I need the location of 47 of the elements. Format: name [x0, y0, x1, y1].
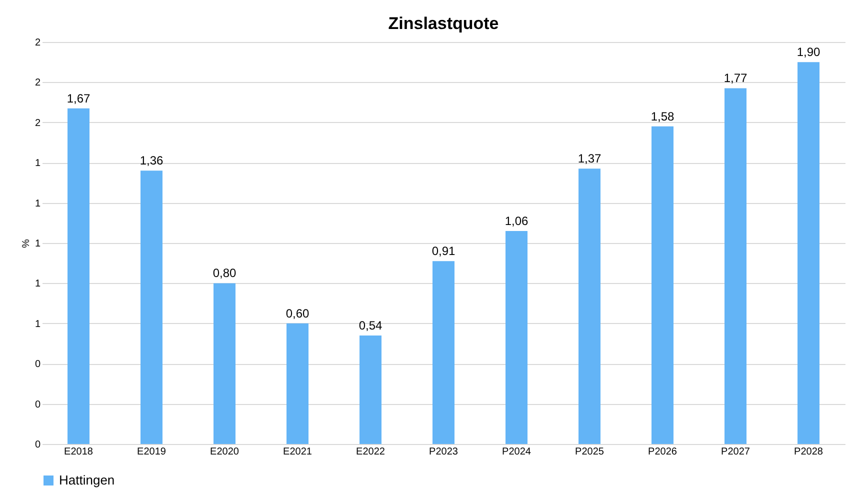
data-label: 1,37 — [578, 152, 602, 166]
data-label: 1,36 — [140, 154, 164, 168]
y-tick-label: 1 — [34, 238, 41, 250]
data-label: 0,91 — [432, 244, 456, 258]
bar — [724, 88, 746, 444]
y-tick-label: 2 — [34, 78, 41, 89]
y-axis-title: % — [20, 238, 32, 248]
y-tick-label: 1 — [34, 158, 41, 170]
x-tick-label: P2028 — [794, 446, 824, 458]
legend-label: Hattingen — [59, 472, 115, 488]
bar — [506, 230, 528, 444]
y-tick-label: 2 — [34, 38, 41, 48]
x-tick-label: P2025 — [575, 446, 604, 458]
y-tick-label: 1 — [34, 278, 41, 290]
y-tick-label: 0 — [34, 440, 41, 450]
data-label: 1,77 — [724, 71, 748, 86]
x-tick-label: E2018 — [64, 446, 94, 458]
data-label: 0,80 — [212, 266, 236, 280]
x-tick-label: P2027 — [721, 446, 750, 458]
bar — [360, 335, 382, 444]
bar — [286, 323, 308, 444]
data-label: 1,06 — [504, 214, 528, 228]
data-label: 1,58 — [650, 109, 674, 124]
bar — [432, 261, 454, 444]
data-label: 1,90 — [796, 45, 820, 60]
y-tick-label: 1 — [34, 198, 41, 210]
data-label: 0,54 — [358, 318, 382, 332]
x-tick-label: E2020 — [210, 446, 240, 458]
x-tick-label: P2026 — [648, 446, 678, 458]
bar — [798, 62, 820, 444]
y-tick-label: 2 — [34, 118, 41, 129]
chart-title: Zinslastquote — [388, 14, 499, 33]
y-tick-label: 0 — [34, 359, 41, 370]
bar — [68, 108, 90, 444]
bar — [214, 283, 236, 444]
x-tick-label: E2019 — [137, 446, 166, 458]
bar — [652, 126, 674, 444]
y-tick-label: 0 — [34, 399, 41, 410]
x-tick-label: E2021 — [283, 446, 312, 458]
data-label: 0,60 — [286, 306, 310, 320]
x-tick-label: P2023 — [429, 446, 458, 458]
bar — [578, 168, 600, 444]
y-tick-label: 1 — [34, 318, 41, 330]
x-tick-label: E2022 — [356, 446, 386, 458]
data-label: 1,67 — [66, 91, 90, 106]
bar — [140, 170, 162, 444]
x-tick-label: P2024 — [502, 446, 532, 458]
